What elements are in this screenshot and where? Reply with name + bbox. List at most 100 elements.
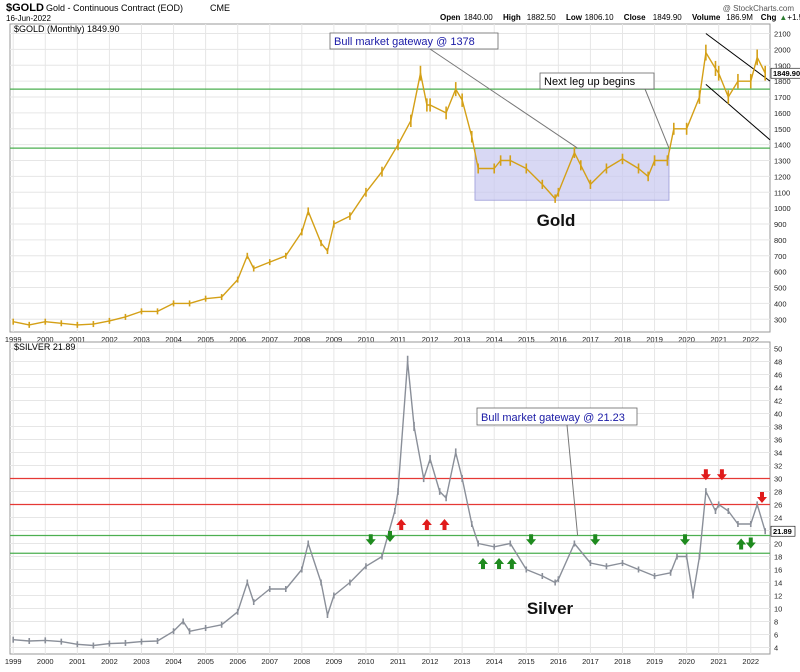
y-tick-label: 46 — [774, 371, 782, 380]
silver-title: Silver — [527, 599, 574, 618]
x-tick-label: 2021 — [710, 657, 727, 666]
y-tick-label: 800 — [774, 236, 787, 245]
up-arrow-icon — [736, 538, 747, 550]
header-exchange: CME — [210, 3, 230, 13]
down-arrow-icon — [680, 534, 691, 546]
y-tick-label: 30 — [774, 475, 782, 484]
x-tick-label: 2001 — [69, 335, 86, 344]
x-tick-label: 2015 — [518, 335, 535, 344]
ohlc-value: 1806.10 — [585, 13, 614, 22]
x-tick-label: 2009 — [326, 657, 343, 666]
x-tick-label: 2000 — [37, 657, 54, 666]
callout-text: Next leg up begins — [544, 76, 636, 88]
x-tick-label: 2010 — [358, 335, 375, 344]
callout-leader-line — [644, 88, 670, 149]
x-tick-label: 2017 — [582, 657, 599, 666]
x-tick-label: 1999 — [5, 335, 22, 344]
x-tick-label: 2016 — [550, 335, 567, 344]
header-ohlc-row: Open 1840.00 High 1882.50 Low 1806.10 Close 184… — [440, 13, 800, 22]
y-tick-label: 42 — [774, 397, 782, 406]
x-tick-label: 2014 — [486, 657, 503, 666]
silver-plot-frame — [9, 341, 771, 655]
x-tick-label: 2008 — [293, 657, 310, 666]
header-date: 16-Jun-2022 — [6, 14, 51, 23]
y-tick-label: 600 — [774, 268, 787, 277]
silver-signal-arrows — [365, 469, 767, 569]
down-arrow-icon — [745, 537, 756, 549]
y-tick-label: 20 — [774, 540, 782, 549]
y-tick-label: 8 — [774, 618, 778, 627]
y-tick-label: 38 — [774, 423, 782, 432]
down-arrow-icon — [526, 534, 537, 546]
ohlc-label: High — [503, 13, 521, 22]
y-tick-label: 14 — [774, 579, 782, 588]
y-tick-label: 300 — [774, 315, 787, 324]
ohlc-value: 1840.00 — [464, 13, 493, 22]
y-tick-label: 4 — [774, 644, 778, 653]
silver-gridlines — [10, 342, 770, 654]
y-tick-label: 1800 — [774, 77, 791, 86]
up-arrow-icon — [506, 558, 517, 569]
gold-title: Gold — [537, 211, 576, 230]
y-tick-label: 1700 — [774, 93, 791, 102]
y-tick-label: 1900 — [774, 61, 791, 70]
y-tick-label: 34 — [774, 449, 782, 458]
up-arrow-icon — [439, 519, 450, 530]
x-tick-label: 2000 — [37, 335, 54, 344]
last-value-label: 21.89 — [773, 527, 792, 536]
change-arrow-icon: ▲ — [779, 13, 787, 22]
x-tick-label: 2016 — [550, 657, 567, 666]
x-tick-label: 2002 — [101, 657, 118, 666]
y-tick-label: 12 — [774, 592, 782, 601]
up-arrow-icon — [494, 558, 505, 569]
x-tick-label: 2013 — [454, 657, 471, 666]
callout-leader-line — [566, 424, 579, 536]
price-line — [13, 51, 766, 326]
x-tick-label: 2005 — [197, 335, 214, 344]
gold-x-ticks: 1999 2000 2001 2002 2003 2004 2005 2006 2007 2008… — [5, 335, 759, 344]
y-tick-label: 10 — [774, 605, 782, 614]
x-tick-label: 2015 — [518, 657, 535, 666]
last-value-label: 1849.90 — [773, 69, 800, 78]
ohlc-label: Low — [566, 13, 583, 22]
y-tick-label: 50 — [774, 345, 782, 354]
ohlc-label: Chg — [761, 13, 777, 22]
y-tick-label: 26 — [774, 501, 782, 510]
x-tick-label: 2012 — [422, 335, 439, 344]
callout-text: Bull market gateway @ 1378 — [334, 36, 475, 48]
ohlc-label: Volume — [692, 13, 721, 22]
x-tick-label: 2022 — [742, 657, 759, 666]
gold-price-series — [12, 44, 766, 328]
ohlc-label: Close — [624, 13, 646, 22]
silver-panel-label: $SILVER 21.89 — [14, 342, 75, 352]
y-tick-label: 36 — [774, 436, 782, 445]
callout-leader-line — [429, 48, 578, 149]
y-tick-label: 1300 — [774, 157, 791, 166]
x-tick-label: 2019 — [646, 335, 663, 344]
header-description: Gold - Continuous Contract (EOD) — [46, 3, 183, 13]
y-tick-label: 1100 — [774, 188, 790, 197]
down-arrow-icon — [716, 469, 727, 481]
up-arrow-icon — [421, 519, 432, 530]
y-tick-label: 28 — [774, 488, 782, 497]
y-tick-label: 32 — [774, 462, 782, 471]
x-tick-label: 2005 — [197, 657, 214, 666]
x-tick-label: 2018 — [614, 335, 631, 344]
x-tick-label: 2006 — [229, 335, 246, 344]
down-arrow-icon — [365, 534, 376, 546]
channel-line — [705, 33, 771, 82]
y-tick-label: 24 — [774, 514, 782, 523]
ohlc-value: 1849.90 — [653, 13, 682, 22]
header-symbol: $GOLD — [6, 2, 44, 14]
y-tick-label: 6 — [774, 631, 778, 640]
ohlc-value: 1882.50 — [527, 13, 556, 22]
x-tick-label: 2004 — [165, 657, 182, 666]
ohlc-value: 186.9M — [726, 13, 753, 22]
y-tick-label: 1000 — [774, 204, 791, 213]
y-tick-label: 1600 — [774, 109, 791, 118]
x-tick-label: 2001 — [69, 657, 86, 666]
x-tick-label: 2003 — [133, 657, 150, 666]
last-value-tag — [770, 67, 800, 79]
